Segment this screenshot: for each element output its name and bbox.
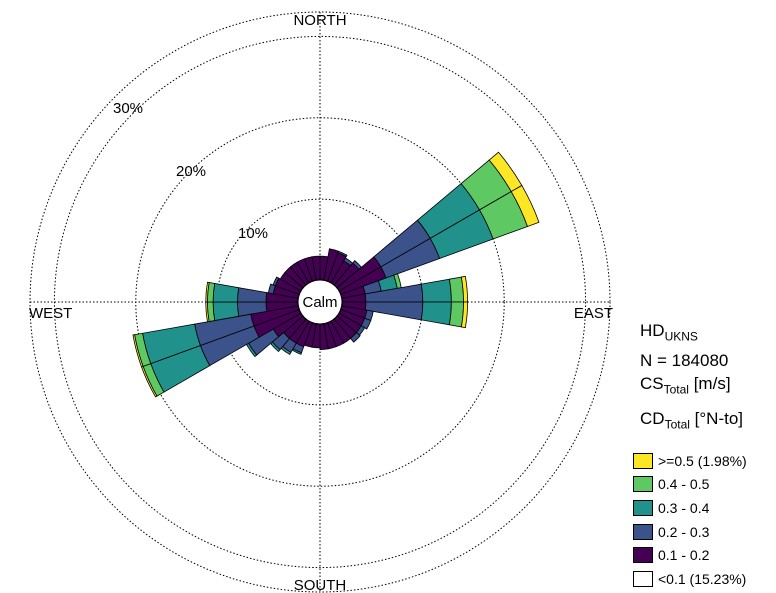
info-cs-main: CS — [640, 374, 664, 393]
legend: >=0.5 (1.98%) 0.4 - 0.5 0.3 - 0.4 0.2 - … — [633, 449, 747, 591]
info-n-text: N = 184080 — [640, 351, 729, 370]
wind-sector-170-bin-1 — [319, 323, 329, 350]
legend-swatch — [633, 523, 653, 540]
legend-swatch — [633, 547, 653, 564]
legend-label: 0.3 - 0.4 — [658, 499, 710, 516]
wind-sector-280-bin-2 — [267, 283, 276, 295]
polar-grid — [29, 11, 611, 593]
info-hd-main: HD — [640, 321, 665, 340]
legend-item: 0.4 - 0.5 — [633, 473, 747, 497]
wind-sector-60-bin-5 — [510, 184, 540, 227]
legend-label: 0.1 - 0.2 — [658, 547, 710, 564]
wind-sector-90-bin-4 — [448, 301, 464, 328]
wind-rose-chart: Calm NORTH EAST SOUTH WEST 10% 20% 30% — [29, 11, 613, 593]
legend-label: 0.4 - 0.5 — [658, 476, 710, 493]
wind-sector-270-bin-3 — [212, 282, 240, 303]
wind-sector-350-bin-1 — [311, 255, 321, 281]
wind-sector-270-bin-5 — [205, 281, 210, 303]
legend-swatch — [633, 452, 653, 469]
wind-sector-90-bin-5 — [460, 301, 469, 329]
legend-label: <0.1 (15.23%) — [658, 570, 747, 587]
info-cs-sub: Total — [663, 382, 689, 397]
wind-sector-20-bin-2 — [337, 250, 348, 258]
info-cd: CDTotal [°N-to] — [640, 410, 743, 430]
wind-sector-80-bin-4 — [448, 276, 464, 303]
info-hd-sub: UKNS — [664, 329, 698, 344]
wind-sector-270-bin-2 — [237, 287, 268, 303]
wind-sector-90-bin-3 — [420, 301, 452, 326]
info-hd: HDUKNS — [640, 322, 698, 342]
wind-sector-90-bin-2 — [364, 301, 424, 321]
wind-sector-130-bin-2 — [349, 331, 361, 343]
info-cs-unit: [m/s] — [688, 374, 731, 393]
legend-item: >=0.5 (1.98%) — [633, 449, 747, 473]
legend-item: 0.3 - 0.4 — [633, 496, 747, 520]
info-cs: CSTotal [m/s] — [640, 375, 731, 395]
calm-circle-disk — [298, 280, 342, 324]
ring-label-30: 30% — [113, 100, 143, 117]
direction-label-north: NORTH — [293, 12, 346, 29]
grid-ring-30 — [53, 35, 587, 569]
info-n: N = 184080 — [640, 352, 728, 369]
legend-swatch — [633, 476, 653, 493]
wind-sector-80-bin-3 — [420, 278, 452, 303]
legend-item: 0.2 - 0.3 — [633, 520, 747, 544]
legend-item: <0.1 (15.23%) — [633, 567, 747, 591]
wind-sector-250-bin-5 — [132, 334, 144, 368]
info-cd-unit: [°N-to] — [689, 409, 744, 428]
info-cd-main: CD — [640, 409, 665, 428]
legend-swatch — [633, 570, 653, 587]
ring-label-10: 10% — [238, 225, 268, 242]
direction-label-west: WEST — [29, 305, 72, 322]
direction-label-south: SOUTH — [294, 577, 347, 593]
ring-label-20: 20% — [176, 163, 206, 180]
legend-item: 0.1 - 0.2 — [633, 543, 747, 567]
calm-label: Calm — [302, 294, 337, 311]
wind-sectors — [132, 151, 540, 398]
info-cd-sub: Total — [664, 417, 690, 432]
wind-sector-110-bin-2 — [360, 317, 372, 330]
calm-circle: Calm — [298, 280, 342, 324]
axis-labels: NORTH EAST SOUTH WEST 10% 20% 30% — [29, 12, 613, 593]
legend-swatch — [633, 499, 653, 516]
wind-sector-290-bin-2 — [272, 276, 280, 287]
legend-label: >=0.5 (1.98%) — [658, 452, 747, 469]
direction-label-east: EAST — [574, 305, 613, 322]
legend-label: 0.2 - 0.3 — [658, 523, 710, 540]
